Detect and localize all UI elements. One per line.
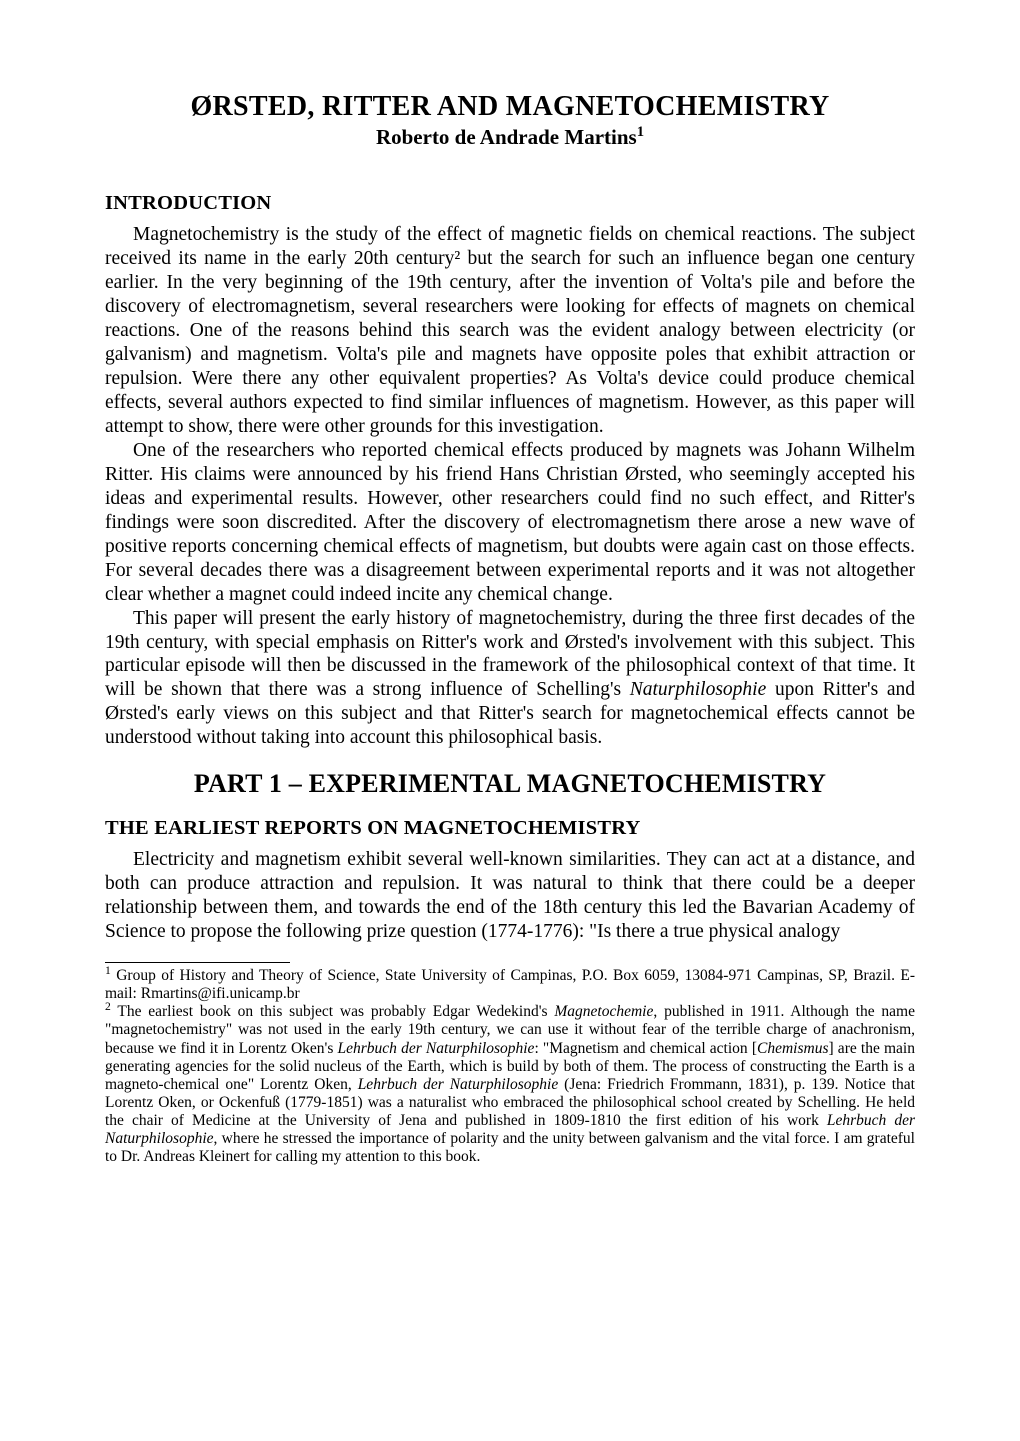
earliest-paragraph-1: Electricity and magnetism exhibit severa… (105, 848, 915, 944)
footnote-2-italic-2: Lehrbuch der Naturphilosophie (338, 1040, 535, 1057)
intro-paragraph-1: Magnetochemistry is the study of the eff… (105, 223, 915, 439)
footnote-2-italic-3: Chemismus (757, 1040, 828, 1057)
footnote-2-text-f: , where he stressed the importance of po… (105, 1130, 915, 1165)
part-heading: PART 1 – EXPERIMENTAL MAGNETOCHEMISTRY (105, 768, 915, 800)
footnote-1: 1 Group of History and Theory of Science… (105, 967, 915, 1003)
paper-title: ØRSTED, RITTER AND MAGNETOCHEMISTRY (105, 90, 915, 124)
author-line: Roberto de Andrade Martins1 (105, 125, 915, 151)
author-footnote-ref: 1 (637, 124, 644, 140)
footnote-2-italic-1: Magnetochemie (554, 1003, 653, 1020)
section-heading-earliest: THE EARLIEST REPORTS ON MAGNETOCHEMISTRY (105, 816, 915, 841)
intro-paragraph-3: This paper will present the early histor… (105, 607, 915, 751)
footnote-separator (105, 962, 290, 963)
author-name: Roberto de Andrade Martins (376, 125, 637, 149)
intro-paragraph-2: One of the researchers who reported chem… (105, 439, 915, 607)
footnote-2: 2 The earliest book on this subject was … (105, 1003, 915, 1166)
footnote-2-italic-4: Lehrbuch der Naturphilosophie (358, 1076, 559, 1093)
intro-p3-italic: Naturphilosophie (630, 679, 767, 700)
footnote-2-text-a: The earliest book on this subject was pr… (111, 1003, 555, 1020)
section-heading-introduction: INTRODUCTION (105, 191, 915, 216)
footnote-2-text-c: : "Magnetism and chemical action [ (534, 1040, 757, 1057)
footnote-1-text: Group of History and Theory of Science, … (105, 967, 915, 1002)
